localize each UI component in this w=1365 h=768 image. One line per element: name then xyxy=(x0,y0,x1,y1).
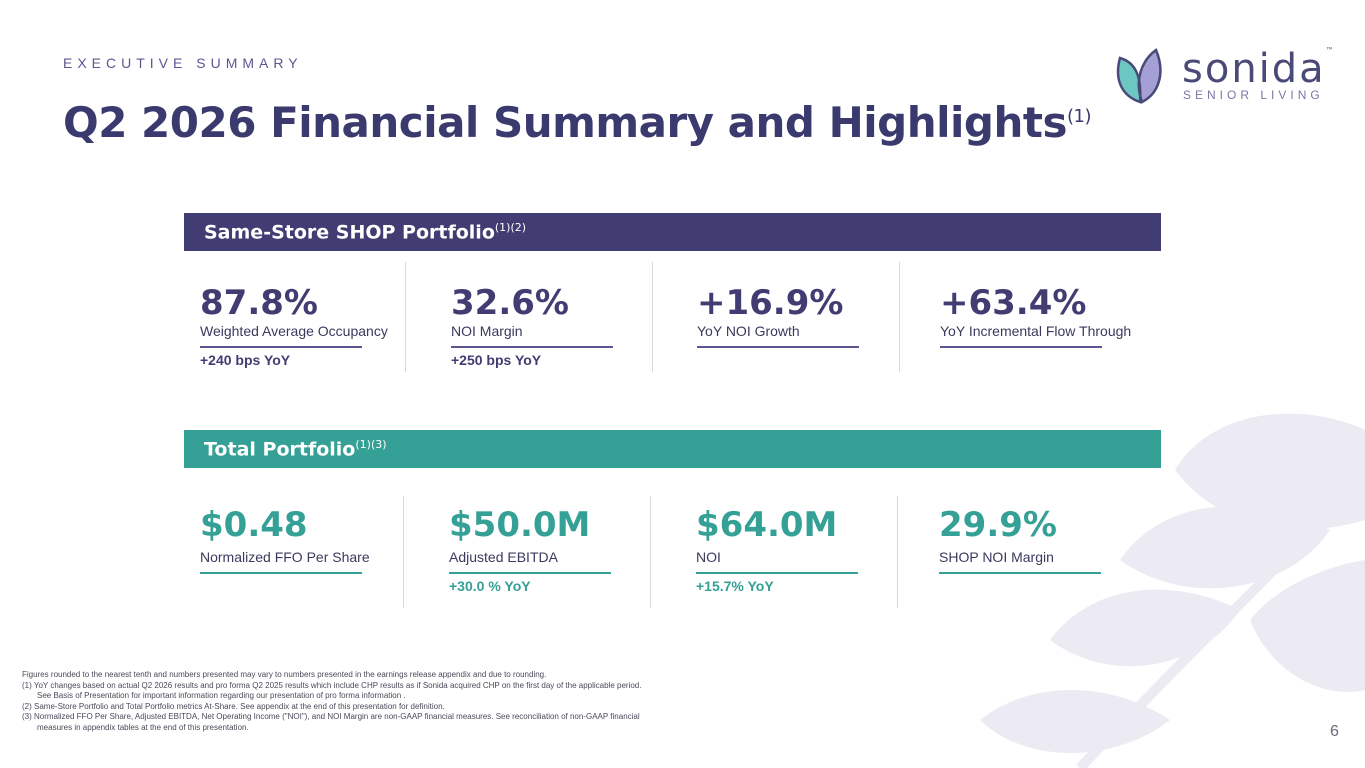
metric-underline xyxy=(697,346,859,348)
page-title-footnote-ref: (1) xyxy=(1066,106,1092,127)
metric-value: 32.6% xyxy=(451,283,569,323)
metric-underline xyxy=(940,346,1102,348)
metric-label: Adjusted EBITDA xyxy=(449,549,558,565)
shop-metric-noi-growth: +16.9% YoY NOI Growth xyxy=(697,283,917,352)
page-title: Q2 2026 Financial Summary and Highlights… xyxy=(63,98,1091,147)
metric-underline xyxy=(939,572,1101,574)
total-metric-adjusted-ebitda: $50.0M Adjusted EBITDA +30.0 % YoY xyxy=(449,505,669,594)
logo-wordmark-text: sonida xyxy=(1182,46,1326,92)
metric-label: YoY NOI Growth xyxy=(697,323,800,339)
total-divider-2 xyxy=(650,496,651,608)
metric-value: $0.48 xyxy=(200,505,308,545)
footnote-1: (1) YoY changes based on actual Q2 2026 … xyxy=(22,680,642,701)
total-portfolio-title: Total Portfolio xyxy=(204,438,356,461)
total-portfolio-footnote-ref: (1)(3) xyxy=(355,438,387,451)
metric-underline xyxy=(696,572,858,574)
total-divider-3 xyxy=(897,496,898,608)
shop-metric-flow-through: +63.4% YoY Incremental Flow Through xyxy=(940,283,1160,352)
shop-portfolio-footnote-ref: (1)(2) xyxy=(494,221,527,234)
page-number: 6 xyxy=(1330,723,1339,740)
shop-portfolio-header: Same-Store SHOP Portfolio(1)(2) xyxy=(184,213,1161,251)
metric-label: Normalized FFO Per Share xyxy=(200,549,370,565)
total-portfolio-header: Total Portfolio(1)(3) xyxy=(184,430,1161,468)
footnote-2: (2) Same-Store Portfolio and Total Portf… xyxy=(22,701,445,711)
logo-tagline: SENIOR LIVING xyxy=(1183,88,1324,102)
shop-divider-3 xyxy=(899,262,900,372)
metric-underline xyxy=(449,572,611,574)
metric-label: SHOP NOI Margin xyxy=(939,549,1054,565)
footnote-intro: Figures rounded to the nearest tenth and… xyxy=(22,670,547,679)
metric-value: 87.8% xyxy=(200,283,318,323)
metric-underline xyxy=(451,346,613,348)
metric-value: +63.4% xyxy=(940,283,1087,323)
total-metric-ffo: $0.48 Normalized FFO Per Share xyxy=(200,505,420,578)
shop-metric-occupancy: 87.8% Weighted Average Occupancy +240 bp… xyxy=(200,283,420,368)
metric-underline xyxy=(200,572,362,574)
leaf-logo-icon xyxy=(1116,48,1162,104)
total-metric-shop-noi-margin: 29.9% SHOP NOI Margin xyxy=(939,505,1159,578)
metric-change: +240 bps YoY xyxy=(200,352,291,368)
logo-wordmark: sonida™ xyxy=(1182,46,1336,92)
shop-divider-2 xyxy=(652,262,653,372)
metric-value: 29.9% xyxy=(939,505,1057,545)
page-title-text: Q2 2026 Financial Summary and Highlights xyxy=(63,98,1067,147)
metric-label: NOI Margin xyxy=(451,323,523,339)
metric-change: +30.0 % YoY xyxy=(449,578,531,594)
metric-label: YoY Incremental Flow Through xyxy=(940,323,1132,339)
metric-underline xyxy=(200,346,362,348)
section-kicker: EXECUTIVE SUMMARY xyxy=(63,55,303,71)
metric-change: +250 bps YoY xyxy=(451,352,542,368)
metric-label: Weighted Average Occupancy xyxy=(200,323,388,339)
shop-portfolio-title: Same-Store SHOP Portfolio xyxy=(204,221,495,244)
total-metric-noi: $64.0M NOI +15.7% YoY xyxy=(696,505,916,594)
logo-trademark: ™ xyxy=(1325,46,1336,55)
shop-divider-1 xyxy=(405,262,406,372)
footnotes: Figures rounded to the nearest tenth and… xyxy=(22,670,642,733)
shop-metric-noi-margin: 32.6% NOI Margin +250 bps YoY xyxy=(451,283,671,368)
metric-value: +16.9% xyxy=(697,283,844,323)
sonida-logo: sonida™ SENIOR LIVING xyxy=(1110,44,1334,108)
metric-label: NOI xyxy=(696,549,721,565)
metric-change: +15.7% YoY xyxy=(696,578,774,594)
metric-value: $64.0M xyxy=(696,505,838,545)
footnote-3: (3) Normalized FFO Per Share, Adjusted E… xyxy=(22,712,640,732)
total-divider-1 xyxy=(403,496,404,608)
metric-value: $50.0M xyxy=(449,505,591,545)
